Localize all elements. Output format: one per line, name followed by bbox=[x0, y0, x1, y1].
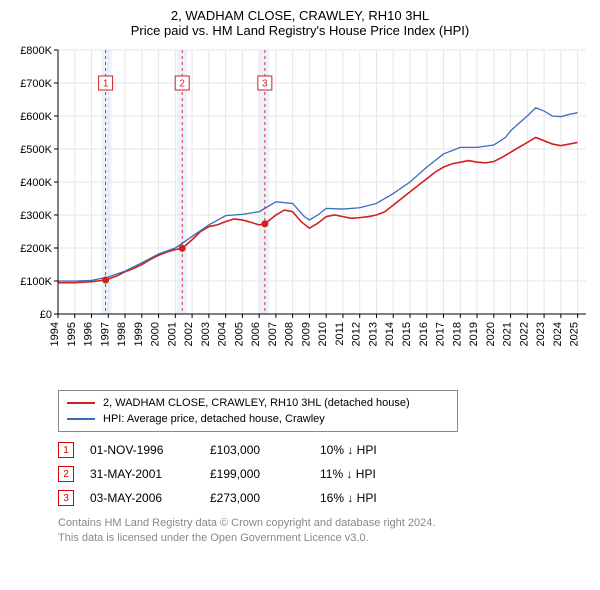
svg-text:2024: 2024 bbox=[552, 322, 564, 346]
footer-line1: Contains HM Land Registry data © Crown c… bbox=[58, 516, 590, 531]
sale-date: 31-MAY-2001 bbox=[90, 467, 210, 481]
legend-label: 2, WADHAM CLOSE, CRAWLEY, RH10 3HL (deta… bbox=[103, 397, 410, 409]
legend-label: HPI: Average price, detached house, Craw… bbox=[103, 413, 325, 425]
svg-text:2007: 2007 bbox=[267, 322, 279, 346]
svg-text:1999: 1999 bbox=[133, 322, 145, 346]
svg-text:2025: 2025 bbox=[569, 322, 581, 346]
chart-subtitle: Price paid vs. HM Land Registry's House … bbox=[10, 23, 590, 38]
svg-text:£600K: £600K bbox=[20, 111, 52, 123]
sale-row: 2 31-MAY-2001£199,00011% ↓ HPI bbox=[58, 462, 590, 486]
sale-marker-icon: 3 bbox=[58, 490, 74, 506]
legend-item: 2, WADHAM CLOSE, CRAWLEY, RH10 3HL (deta… bbox=[67, 395, 449, 411]
sale-marker-icon: 2 bbox=[58, 466, 74, 482]
sale-date: 01-NOV-1996 bbox=[90, 443, 210, 457]
svg-text:2013: 2013 bbox=[367, 322, 379, 346]
svg-text:2009: 2009 bbox=[300, 322, 312, 346]
svg-text:2023: 2023 bbox=[535, 322, 547, 346]
svg-text:1998: 1998 bbox=[116, 322, 128, 346]
svg-text:2006: 2006 bbox=[250, 322, 262, 346]
svg-text:£0: £0 bbox=[40, 309, 52, 321]
svg-text:2020: 2020 bbox=[485, 322, 497, 346]
sale-row: 1 01-NOV-1996£103,00010% ↓ HPI bbox=[58, 438, 590, 462]
sale-delta: 10% ↓ HPI bbox=[320, 443, 430, 457]
svg-text:£700K: £700K bbox=[20, 78, 52, 90]
svg-text:£400K: £400K bbox=[20, 177, 52, 189]
svg-text:1995: 1995 bbox=[66, 322, 78, 346]
svg-text:2000: 2000 bbox=[150, 322, 162, 346]
svg-text:2001: 2001 bbox=[166, 322, 178, 346]
svg-text:2003: 2003 bbox=[200, 322, 212, 346]
svg-text:£300K: £300K bbox=[20, 210, 52, 222]
svg-text:2022: 2022 bbox=[518, 322, 530, 346]
svg-text:2010: 2010 bbox=[317, 322, 329, 346]
sale-row: 3 03-MAY-2006£273,00016% ↓ HPI bbox=[58, 486, 590, 510]
sale-price: £199,000 bbox=[210, 467, 320, 481]
svg-text:2002: 2002 bbox=[183, 322, 195, 346]
svg-text:£100K: £100K bbox=[20, 276, 52, 288]
svg-text:2015: 2015 bbox=[401, 322, 413, 346]
footer-attribution: Contains HM Land Registry data © Crown c… bbox=[58, 516, 590, 546]
svg-text:2018: 2018 bbox=[451, 322, 463, 346]
sale-price: £273,000 bbox=[210, 491, 320, 505]
chart-container: 2, WADHAM CLOSE, CRAWLEY, RH10 3HL Price… bbox=[0, 0, 600, 554]
svg-text:3: 3 bbox=[262, 79, 268, 90]
sale-delta: 16% ↓ HPI bbox=[320, 491, 430, 505]
legend-item: HPI: Average price, detached house, Craw… bbox=[67, 411, 449, 427]
chart-svg: 1 2 3 £0 £100K £200K £300K £400K £500K £600K £700K… bbox=[10, 44, 590, 384]
svg-text:£200K: £200K bbox=[20, 243, 52, 255]
svg-text:2017: 2017 bbox=[435, 322, 447, 346]
sale-delta: 11% ↓ HPI bbox=[320, 467, 430, 481]
footer-line2: This data is licensed under the Open Gov… bbox=[58, 531, 590, 546]
chart-title: 2, WADHAM CLOSE, CRAWLEY, RH10 3HL bbox=[10, 8, 590, 23]
chart-plot: 1 2 3 £0 £100K £200K £300K £400K £500K £600K £700K… bbox=[10, 44, 590, 384]
svg-text:2012: 2012 bbox=[351, 322, 363, 346]
svg-text:1996: 1996 bbox=[83, 322, 95, 346]
sale-date: 03-MAY-2006 bbox=[90, 491, 210, 505]
svg-text:1994: 1994 bbox=[49, 322, 61, 346]
svg-text:2: 2 bbox=[179, 79, 185, 90]
svg-text:£800K: £800K bbox=[20, 45, 52, 57]
svg-text:1: 1 bbox=[103, 79, 109, 90]
svg-text:2011: 2011 bbox=[334, 322, 346, 346]
svg-text:1997: 1997 bbox=[99, 322, 111, 346]
svg-text:2016: 2016 bbox=[418, 322, 430, 346]
sale-price: £103,000 bbox=[210, 443, 320, 457]
svg-text:2005: 2005 bbox=[233, 322, 245, 346]
svg-text:2021: 2021 bbox=[502, 322, 514, 346]
svg-text:2014: 2014 bbox=[384, 322, 396, 346]
sale-marker-icon: 1 bbox=[58, 442, 74, 458]
svg-text:£500K: £500K bbox=[20, 144, 52, 156]
sales-table: 1 01-NOV-1996£103,00010% ↓ HPI 2 31-MAY-200… bbox=[58, 438, 590, 510]
svg-text:2004: 2004 bbox=[217, 322, 229, 346]
svg-text:2008: 2008 bbox=[284, 322, 296, 346]
legend-swatch bbox=[67, 402, 95, 404]
svg-text:2019: 2019 bbox=[468, 322, 480, 346]
legend-swatch bbox=[67, 418, 95, 420]
legend: 2, WADHAM CLOSE, CRAWLEY, RH10 3HL (deta… bbox=[58, 390, 458, 432]
